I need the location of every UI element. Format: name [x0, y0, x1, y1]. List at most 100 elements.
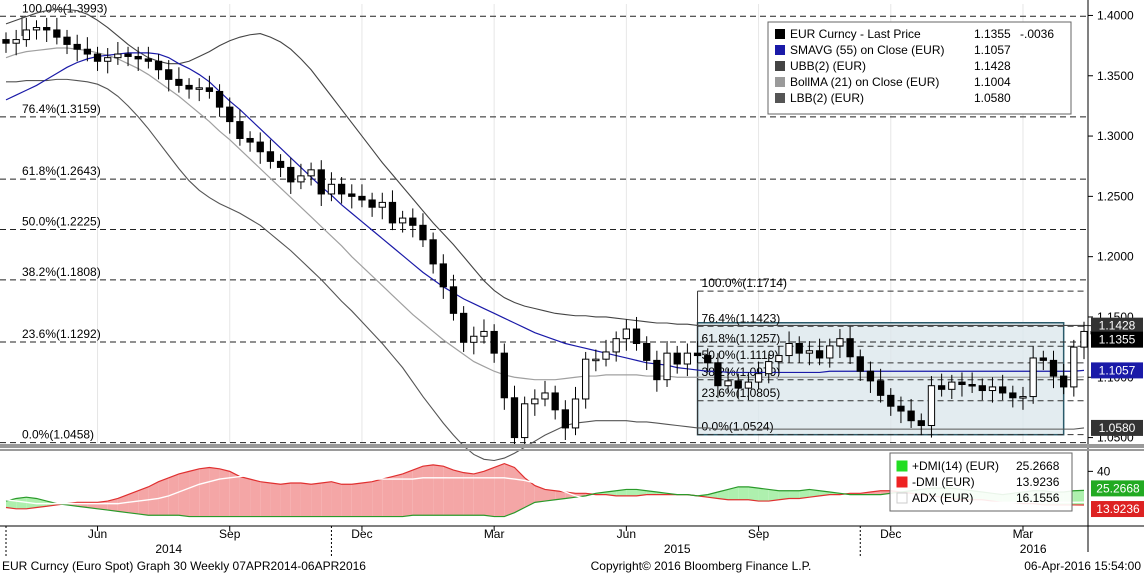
dmi-legend-label-0: +DMI(14) (EUR) — [912, 459, 999, 473]
candlesticks — [2, 17, 1108, 448]
fib-major-label-4: 38.2%(1.1808) — [22, 265, 101, 279]
dmi-fill-75 — [768, 489, 779, 502]
candle-body-17 — [175, 78, 183, 86]
dmi-fill-32 — [331, 481, 342, 517]
candle-body-63 — [643, 343, 651, 361]
candle-body-59 — [602, 351, 610, 360]
dmi-fill-74 — [758, 488, 769, 502]
dmi-fill-48 — [494, 463, 505, 517]
price-badge-3 — [1091, 419, 1143, 436]
candle-body-70 — [714, 362, 722, 387]
candle-body-19 — [195, 87, 203, 90]
candle-body-48 — [490, 330, 498, 354]
dmi-fill-34 — [351, 482, 362, 517]
candle-body-24 — [246, 137, 254, 143]
year-label-1: 2015 — [664, 542, 691, 556]
candle-body-64 — [653, 359, 661, 381]
candle-body-25 — [256, 141, 264, 153]
legend-value-2: 1.1428 — [974, 59, 1011, 73]
candle-body-96 — [978, 385, 986, 392]
time-axis: Jun Sep Dec Mar Jun Sep Dec Mar 2014 2015 2016 — [5, 526, 1047, 556]
candle-body-28 — [287, 166, 295, 183]
dmi-fill-20 — [209, 467, 220, 517]
candle-body-83 — [846, 338, 854, 358]
candle-body-85 — [866, 370, 875, 382]
candle-body-1 — [12, 39, 20, 44]
legend-label-1: SMAVG (55) on Close (EUR) — [790, 43, 944, 57]
legend-label-0: EUR Curncy - Last Price — [790, 27, 921, 41]
dmi-legend-value-2: 16.1556 — [1016, 491, 1060, 505]
dmi-legend-box — [889, 452, 1073, 512]
dmi-fill-47 — [483, 467, 495, 517]
price-badge-text-1: 1.1355 — [1099, 333, 1136, 347]
dmi-badge-text-0: 25.2668 — [1096, 481, 1140, 495]
candle-body-61 — [622, 328, 631, 340]
candle-body-88 — [897, 405, 905, 412]
price-badge-text-2: 1.1057 — [1099, 363, 1136, 377]
dmi-fill-51 — [524, 477, 535, 508]
candle-body-57 — [582, 358, 590, 400]
dmi-fill-33 — [341, 484, 352, 517]
candle-body-18 — [185, 84, 193, 90]
candle-body-91 — [927, 385, 936, 427]
candle-body-67 — [683, 352, 692, 365]
dmi-fill-31 — [321, 481, 332, 517]
price-tick-label-2: 1.3000 — [1097, 129, 1134, 143]
candle-body-5 — [53, 29, 61, 38]
upper-bollinger-line — [5, 8, 1095, 327]
dmi-fill-69 — [707, 492, 718, 499]
candle-body-4 — [43, 27, 51, 31]
panel-separator-bottom — [0, 449, 1144, 451]
dmi-fill-61 — [626, 489, 637, 496]
dmi-fill-40 — [412, 466, 423, 516]
candle-body-102 — [1039, 357, 1047, 361]
candle-body-55 — [561, 409, 569, 429]
candle-body-50 — [510, 397, 519, 439]
legend-swatch-1 — [775, 45, 785, 55]
dmi-fill-105 — [1073, 490, 1084, 506]
price-badge-2 — [1091, 362, 1143, 379]
legend-value-4: 1.0580 — [974, 91, 1011, 105]
dmi-fill-49 — [504, 463, 515, 517]
candle-body-66 — [673, 352, 681, 365]
candle-body-77 — [785, 343, 793, 357]
fib-major-label-2: 61.8%(1.2643) — [22, 164, 101, 178]
fib-minor-label-5: 23.6%(1.0805) — [702, 386, 781, 400]
dmi-fill-26 — [270, 482, 281, 517]
candle-body-72 — [734, 380, 742, 389]
dmi-tick-label-0: 40 — [1097, 464, 1111, 478]
dmi-badge-0 — [1091, 480, 1144, 497]
dmi-legend-swatch-0 — [896, 460, 908, 472]
candle-body-43 — [439, 263, 447, 288]
dmi-fill-72 — [738, 486, 749, 500]
dmi-fill-73 — [748, 486, 759, 502]
candle-body-56 — [571, 398, 580, 429]
candle-body-51 — [521, 403, 529, 439]
footer-left: EUR Curncy (Euro Spot) Graph 30 Weekly 0… — [2, 559, 366, 573]
legend-label-4: LBB(2) (EUR) — [790, 91, 864, 105]
candle-body-21 — [215, 90, 224, 108]
footer-timestamp: 06-Apr-2016 15:54:00 — [1024, 559, 1141, 573]
month-label-6: Dec — [880, 527, 901, 541]
candle-body-81 — [826, 345, 834, 359]
candle-body-23 — [236, 121, 244, 139]
dmi-legend-value-1: 13.9236 — [1016, 475, 1060, 489]
dmi-fill-19 — [199, 467, 210, 517]
candle-body-10 — [104, 57, 112, 62]
dmi-badge-1 — [1091, 501, 1144, 518]
dmi-fill-29 — [300, 482, 312, 517]
dmi-legend-value-0: 25.2668 — [1016, 459, 1060, 473]
candle-body-33 — [337, 183, 346, 195]
candle-body-45 — [459, 312, 468, 343]
legend-label-2: UBB(2) (EUR) — [790, 59, 866, 73]
dmi-fill-46 — [473, 471, 484, 516]
candle-body-103 — [1049, 359, 1058, 377]
lower-bollinger-line — [6, 78, 1085, 462]
dmi-fill-23 — [239, 476, 251, 517]
dmi-legend-swatch-2 — [896, 492, 908, 504]
fib-major-label-1: 76.4%(1.3159) — [22, 102, 101, 116]
dmi-fill-35 — [361, 481, 373, 517]
dmi-fill-71 — [728, 486, 739, 500]
dmi-fill-78 — [799, 489, 810, 499]
